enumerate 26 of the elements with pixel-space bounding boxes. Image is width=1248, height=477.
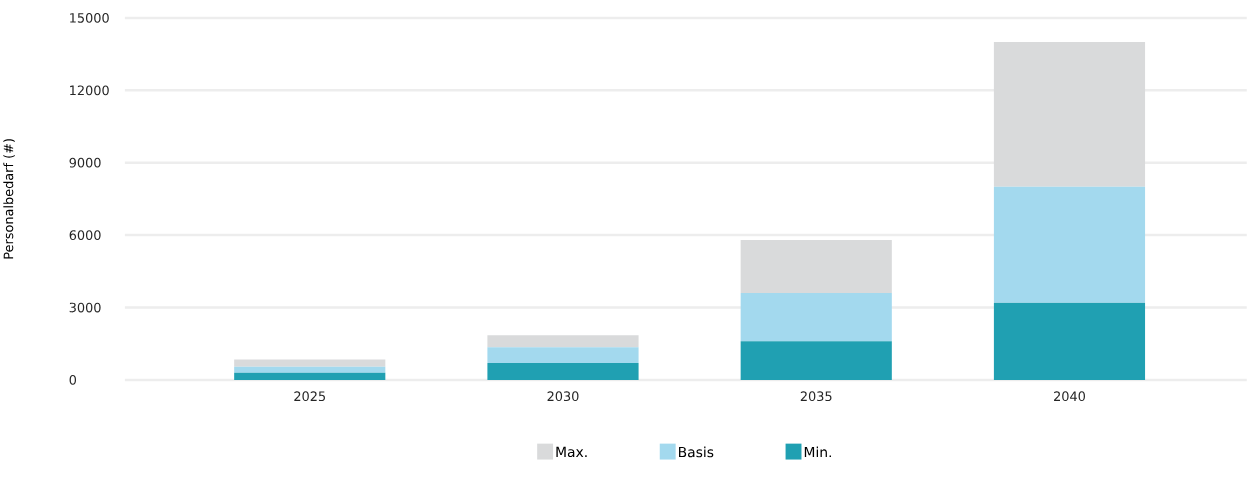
bar — [487, 347, 639, 363]
bar — [487, 362, 639, 380]
y-tick-label: 0 — [69, 374, 77, 385]
bar — [993, 41, 1146, 187]
y-tick-label: 15000 — [70, 12, 109, 23]
bar — [740, 292, 892, 342]
bar — [993, 186, 1146, 303]
x-tick-label: 2035 — [800, 391, 832, 401]
bar — [234, 359, 386, 367]
y-axis-title: Personalbedarf (#) — [3, 138, 15, 259]
y-tick-label: 9000 — [69, 157, 101, 168]
x-tick-label: 2025 — [294, 391, 326, 401]
y-tick-label: 6000 — [69, 230, 101, 240]
y-tick-label: 3000 — [69, 302, 101, 313]
x-tick-label: 2030 — [547, 391, 579, 401]
legend-label: Min. — [804, 446, 831, 457]
bar — [993, 302, 1146, 380]
bar — [234, 366, 386, 373]
y-tick-label: 12000 — [70, 85, 109, 95]
x-tick-label: 2040 — [1054, 391, 1086, 401]
bar — [740, 341, 892, 380]
bar — [740, 239, 892, 293]
legend-label: Max. — [556, 446, 587, 457]
bar — [487, 335, 639, 348]
legend-label: Basis — [679, 446, 714, 458]
bar — [234, 372, 386, 380]
